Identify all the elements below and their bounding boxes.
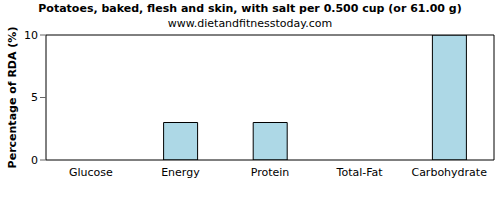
svg-text:Protein: Protein [251, 166, 290, 179]
html-text:www.dietandfitnesstoday.com: www.dietandfitnesstoday.com [167, 17, 333, 30]
svg-text:Carbohydrate: Carbohydrate [411, 166, 487, 179]
svg-text:5: 5 [31, 91, 38, 104]
svg-text:Energy: Energy [161, 166, 200, 179]
svg-text:10: 10 [24, 29, 38, 42]
svg-text:Percentage of RDA (%): Percentage of RDA (%) [8, 27, 19, 169]
svg-text:0: 0 [31, 154, 38, 167]
svg-text:Glucose: Glucose [69, 166, 113, 179]
svg-text:Total-Fat: Total-Fat [336, 166, 384, 179]
html-text:Potatoes, baked, flesh and ski: Potatoes, baked, flesh and skin, with sa… [38, 2, 462, 15]
